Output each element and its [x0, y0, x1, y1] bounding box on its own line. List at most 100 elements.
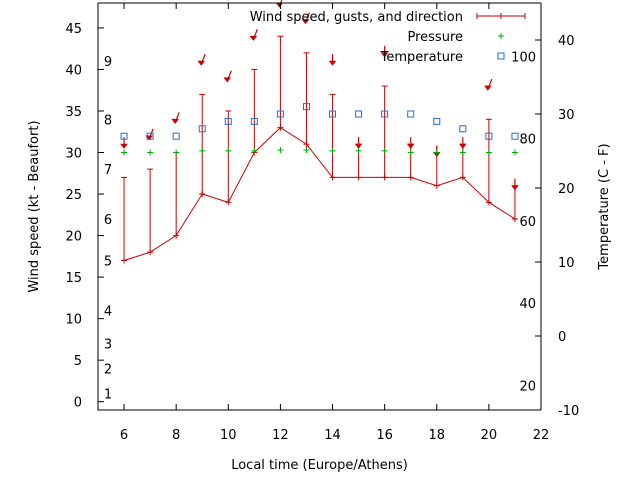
temperature-point — [485, 132, 493, 140]
x-tick-label: 12 — [272, 428, 289, 443]
wind-speed-point — [277, 124, 284, 131]
x-axis-label: Local time (Europe/Athens) — [231, 458, 408, 473]
fahrenheit-label: 60 — [519, 215, 536, 230]
wind-speed-point — [121, 257, 128, 264]
wind-direction-arrowhead — [223, 77, 232, 83]
wind-speed-point — [303, 141, 310, 148]
y2-tick-label: -10 — [558, 404, 579, 419]
beaufort-label: 3 — [104, 338, 112, 353]
y2-tick-label: 40 — [558, 34, 575, 49]
y-tick-label: 20 — [65, 230, 82, 245]
wind-speed-point — [459, 174, 466, 181]
wind-direction-arrowhead — [354, 143, 363, 149]
temperature-point — [511, 132, 519, 140]
y-axis-label: Wind speed (kt - Beaufort) — [27, 120, 42, 292]
wind-speed-point — [485, 199, 492, 206]
wind-direction-arrowhead — [145, 135, 153, 141]
temperature-point — [381, 110, 389, 118]
temperature-point — [250, 117, 258, 125]
plot-frame — [97, 2, 542, 411]
y-tick-label: 45 — [65, 22, 82, 37]
wind-speed-point — [511, 215, 518, 222]
pressure-point — [277, 147, 284, 154]
wind-speed-point — [147, 249, 154, 256]
y2-tick-label: 20 — [558, 182, 575, 197]
legend-swatch-temperature — [497, 52, 505, 60]
x-tick-label: 22 — [533, 428, 550, 443]
temperature-point — [433, 117, 441, 125]
pressure-point — [485, 149, 492, 156]
wind-direction-arrowhead — [197, 60, 206, 66]
wind-direction-arrowhead — [328, 60, 337, 66]
temperature-point — [407, 110, 415, 118]
beaufort-label: 4 — [104, 304, 112, 319]
y-tick-label: 30 — [65, 147, 82, 162]
temperature-point — [355, 110, 363, 118]
wind-direction-arrowhead — [249, 35, 258, 41]
legend-label-temperature: Temperature — [380, 50, 463, 65]
legend-label-wind: Wind speed, gusts, and direction — [250, 10, 463, 25]
y2-tick-label: 0 — [558, 330, 566, 345]
wind-speed-line — [123, 126, 516, 261]
wind-direction-arrowhead — [511, 185, 519, 191]
pressure-point — [355, 147, 362, 154]
wind-speed-point — [381, 174, 388, 181]
pressure-point — [225, 147, 232, 154]
y-tick-label: 35 — [65, 105, 82, 120]
temperature-point — [172, 132, 180, 140]
wind-direction-arrowhead — [275, 2, 284, 8]
temperature-point — [459, 125, 467, 133]
wind-speed-point — [225, 199, 232, 206]
pressure-point — [407, 149, 414, 156]
beaufort-label: 5 — [104, 254, 112, 269]
pressure-point — [511, 149, 518, 156]
temperature-point — [329, 110, 337, 118]
pressure-point — [251, 147, 258, 154]
pressure-point — [433, 149, 440, 156]
x-tick-label: 16 — [376, 428, 393, 443]
temperature-point — [198, 125, 206, 133]
fahrenheit-label: 80 — [519, 133, 536, 148]
y-tick-label: 5 — [74, 354, 82, 369]
temperature-point — [224, 117, 232, 125]
fahrenheit-label: 100 — [511, 50, 536, 65]
x-tick-label: 18 — [428, 428, 445, 443]
y-tick-label: 15 — [65, 271, 82, 286]
wind-direction-arrowhead — [301, 19, 310, 25]
wind-speed-point — [433, 182, 440, 189]
pressure-point — [147, 149, 154, 156]
pressure-point — [121, 149, 128, 156]
beaufort-label: 7 — [104, 163, 112, 178]
beaufort-label: 2 — [104, 362, 112, 377]
y2-tick-label: 30 — [558, 108, 575, 123]
fahrenheit-label: 40 — [519, 297, 536, 312]
x-tick-label: 14 — [324, 428, 341, 443]
wind-direction-arrowhead — [171, 118, 179, 124]
fahrenheit-label: 20 — [519, 379, 536, 394]
y-tick-label: 40 — [65, 63, 82, 78]
temperature-point — [146, 132, 154, 140]
y-tick-label: 0 — [74, 396, 82, 411]
legend-swatch-pressure — [498, 33, 504, 39]
x-tick-label: 8 — [172, 428, 180, 443]
wind-direction-arrowhead — [380, 52, 389, 58]
beaufort-label: 9 — [104, 55, 112, 70]
pressure-point — [199, 147, 206, 154]
pressure-point — [303, 147, 310, 154]
wind-speed-point — [329, 174, 336, 181]
wind-direction-arrowhead — [484, 85, 492, 91]
wind-speed-point — [199, 191, 206, 198]
pressure-point — [459, 149, 466, 156]
pressure-point — [173, 149, 180, 156]
wind-direction-arrowhead — [459, 143, 467, 149]
legend-label-pressure: Pressure — [407, 30, 463, 45]
beaufort-label: 1 — [104, 387, 112, 402]
wind-direction-arrowhead — [406, 143, 415, 149]
wind-speed-point — [173, 232, 180, 239]
temperature-point — [276, 110, 284, 118]
y2-tick-label: 10 — [558, 256, 575, 271]
wind-direction-arrowhead — [120, 143, 128, 149]
pressure-point — [329, 147, 336, 154]
temperature-point — [302, 103, 310, 111]
